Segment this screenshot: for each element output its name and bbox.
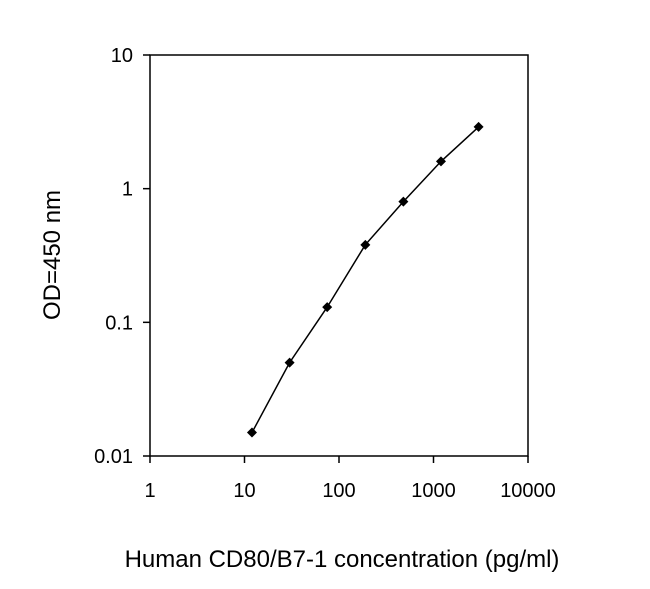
- data-point: [360, 239, 371, 250]
- y-tick-label: 0.1: [105, 312, 133, 334]
- x-tick-label: 10: [233, 480, 255, 502]
- data-point: [473, 121, 484, 132]
- x-tick-label: 1: [144, 480, 155, 502]
- data-point: [284, 357, 295, 368]
- x-tick-label: 1000: [411, 480, 456, 502]
- y-tick-label: 10: [111, 45, 133, 67]
- y-tick-label: 1: [122, 179, 133, 201]
- x-tick-label: 10000: [500, 480, 556, 502]
- x-tick-label: 100: [322, 480, 355, 502]
- x-axis-ticks: 1 10 100 1000 10000: [144, 456, 556, 502]
- series-line: [251, 126, 480, 433]
- data-point: [322, 302, 333, 313]
- plot-frame: [149, 54, 529, 457]
- data-point: [246, 427, 257, 438]
- data-point: [435, 156, 446, 167]
- x-axis-title: Human CD80/B7-1 concentration (pg/ml): [125, 546, 560, 573]
- y-axis-ticks: 0.01 0.1 1 10: [94, 45, 150, 468]
- y-axis-title: OD=450 nm: [39, 190, 66, 320]
- series-layer: [246, 121, 484, 438]
- y-tick-label: 0.01: [94, 446, 133, 468]
- data-point: [398, 196, 409, 207]
